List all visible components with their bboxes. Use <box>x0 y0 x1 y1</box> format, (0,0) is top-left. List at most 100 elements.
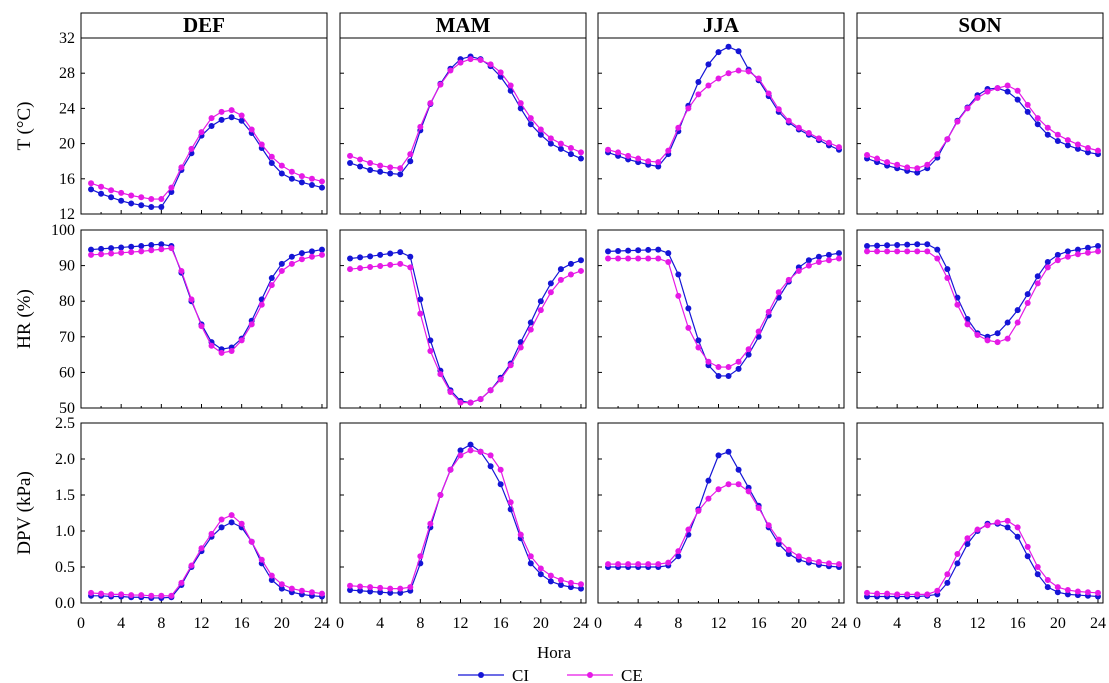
season-header-jja: JJA <box>597 12 845 39</box>
panel-frame <box>80 229 328 409</box>
data-point-ce <box>467 399 474 406</box>
data-point-ce <box>577 267 584 274</box>
data-point-ce <box>904 248 911 255</box>
data-point-ci <box>357 254 364 261</box>
data-point-ce <box>1074 141 1081 148</box>
data-point-ce <box>188 296 195 303</box>
data-point-ce <box>645 561 652 568</box>
data-point-ce <box>288 260 295 267</box>
data-point-ce <box>785 276 792 283</box>
data-point-ce <box>884 159 891 166</box>
data-point-ci <box>367 253 374 260</box>
data-point-ce <box>208 530 215 537</box>
data-point-ce <box>755 504 762 511</box>
data-point-ce <box>924 248 931 255</box>
data-point-ci <box>288 253 295 260</box>
data-point-ce <box>954 118 961 125</box>
y-tick-label: 70 <box>59 329 75 346</box>
series-ce <box>605 255 842 371</box>
data-point-ci <box>1014 307 1021 314</box>
data-point-ce <box>1094 248 1101 255</box>
data-point-ce <box>815 135 822 142</box>
data-point-ci <box>288 175 295 182</box>
data-point-ce <box>168 592 175 599</box>
data-point-ce <box>675 548 682 555</box>
data-point-ce <box>874 155 881 162</box>
data-point-ci <box>118 244 125 251</box>
data-point-ci <box>108 194 115 201</box>
data-point-ce <box>695 507 702 514</box>
data-point-ce <box>645 158 652 165</box>
data-point-ci <box>785 551 792 558</box>
data-point-ci <box>367 167 374 173</box>
data-point-ce <box>685 105 692 112</box>
data-point-ce <box>457 59 464 66</box>
data-point-ce <box>735 358 742 365</box>
data-point-ce <box>864 248 871 255</box>
data-point-ce <box>437 81 444 88</box>
data-point-ci <box>1054 137 1061 144</box>
series-ci <box>605 43 842 170</box>
data-point-ce <box>1044 264 1051 271</box>
data-point-ci <box>705 61 712 68</box>
panel-dpv-son: 0 4 8 12 16 20 24 <box>853 422 1106 632</box>
data-point-ce <box>665 559 672 566</box>
data-point-ce <box>605 146 612 153</box>
data-point-ce <box>884 248 891 255</box>
data-point-ci <box>685 305 692 312</box>
data-point-ce <box>318 251 325 258</box>
data-point-ce <box>775 106 782 113</box>
data-point-ce <box>377 584 384 591</box>
data-point-ce <box>795 553 802 560</box>
series-ce <box>347 447 584 592</box>
data-point-ce <box>148 592 155 599</box>
data-point-ce <box>377 162 384 169</box>
data-point-ce <box>705 358 712 365</box>
data-point-ce <box>507 82 514 89</box>
series-ce <box>864 82 1101 172</box>
series-line-ci <box>90 243 323 350</box>
data-point-ci <box>98 245 105 252</box>
data-point-ce <box>457 399 464 406</box>
panel-frame <box>339 37 587 215</box>
data-point-ci <box>347 255 354 262</box>
data-point-ce <box>427 348 434 355</box>
data-point-ce <box>367 159 374 166</box>
data-point-ci <box>815 253 822 260</box>
data-point-ci <box>1004 319 1011 326</box>
data-point-ce <box>457 452 464 459</box>
data-point-ce <box>1004 82 1011 89</box>
data-point-ce <box>108 250 115 257</box>
data-point-ce <box>198 129 205 136</box>
data-point-ci <box>1024 108 1031 115</box>
data-point-ce <box>138 194 145 201</box>
data-point-ce <box>447 67 454 74</box>
data-point-ce <box>1014 319 1021 326</box>
data-point-ce <box>507 362 514 369</box>
data-point-ce <box>625 561 632 568</box>
x-tick-label: 24 <box>1090 615 1106 632</box>
data-point-ci <box>138 243 145 250</box>
data-point-ci <box>527 319 534 326</box>
data-point-ce <box>835 255 842 262</box>
data-point-ce <box>715 364 722 371</box>
y-tick-label: 100 <box>51 222 75 239</box>
series-line-ce <box>867 250 1099 343</box>
data-point-ci <box>527 560 534 567</box>
data-point-ce <box>128 192 135 199</box>
data-point-ce <box>675 124 682 131</box>
data-point-ce <box>775 289 782 296</box>
x-tick-label: 12 <box>969 615 985 632</box>
data-point-ci <box>158 241 165 248</box>
data-point-ce <box>725 481 732 488</box>
data-point-ci <box>208 123 215 129</box>
x-tick-label: 4 <box>117 615 125 632</box>
data-point-ci <box>347 159 354 166</box>
legend-item-ce: CE <box>567 666 643 683</box>
series-ce <box>88 107 325 203</box>
data-point-ce <box>1024 101 1031 108</box>
data-point-ci <box>1064 248 1071 255</box>
data-point-ce <box>497 376 504 383</box>
data-point-ci <box>228 114 235 121</box>
data-point-ce <box>1064 587 1071 594</box>
